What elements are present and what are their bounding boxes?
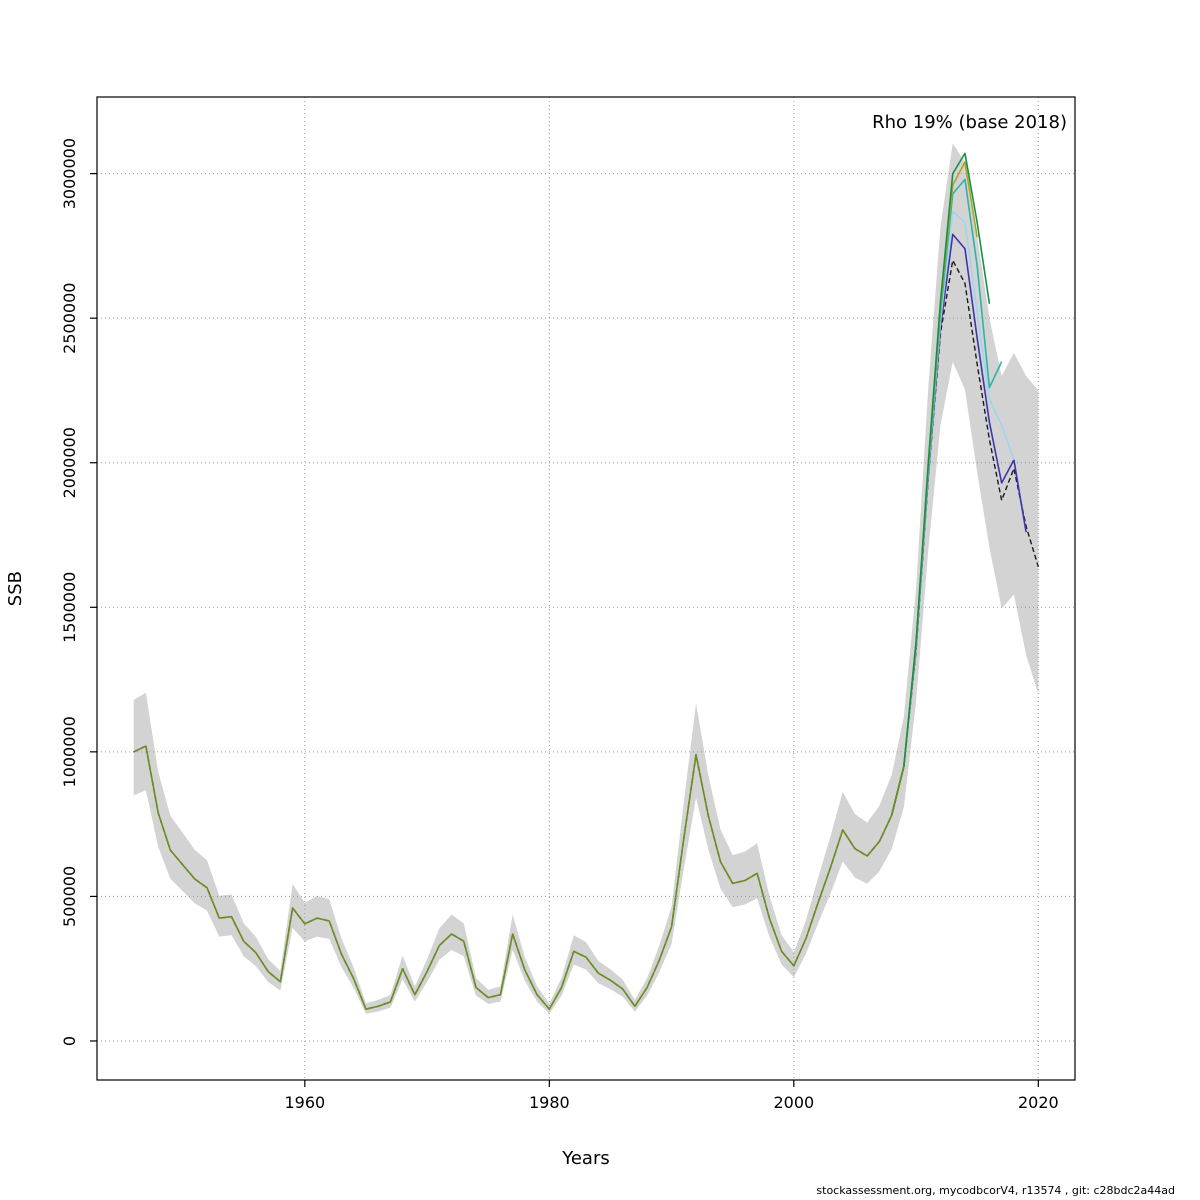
history-line	[133, 745, 905, 1010]
y-tick-label: 500000	[60, 866, 79, 927]
retro-peel-2016-line	[890, 152, 991, 816]
x-tick-label: 1980	[529, 1093, 570, 1112]
x-axis-label: Years	[562, 1148, 610, 1169]
y-tick-label: 1000000	[60, 716, 79, 787]
y-tick-label: 1500000	[60, 572, 79, 643]
x-tick-label: 2020	[1018, 1093, 1059, 1112]
x-tick-label: 2000	[773, 1093, 814, 1112]
confidence-band	[133, 143, 1039, 1014]
y-tick-label: 3000000	[60, 138, 79, 209]
y-tick-label: 2500000	[60, 283, 79, 354]
plot-border	[96, 96, 1076, 1081]
y-tick-label: 0	[60, 1036, 79, 1046]
plot-annotation: Rho 19% (base 2018)	[872, 112, 1067, 133]
y-axis-label: SSB	[4, 570, 26, 607]
footer-credit: stockassessment.org, mycodbcorV4, r13574…	[816, 1184, 1175, 1197]
x-tick-label: 1960	[284, 1093, 325, 1112]
y-tick-label: 2000000	[60, 427, 79, 498]
